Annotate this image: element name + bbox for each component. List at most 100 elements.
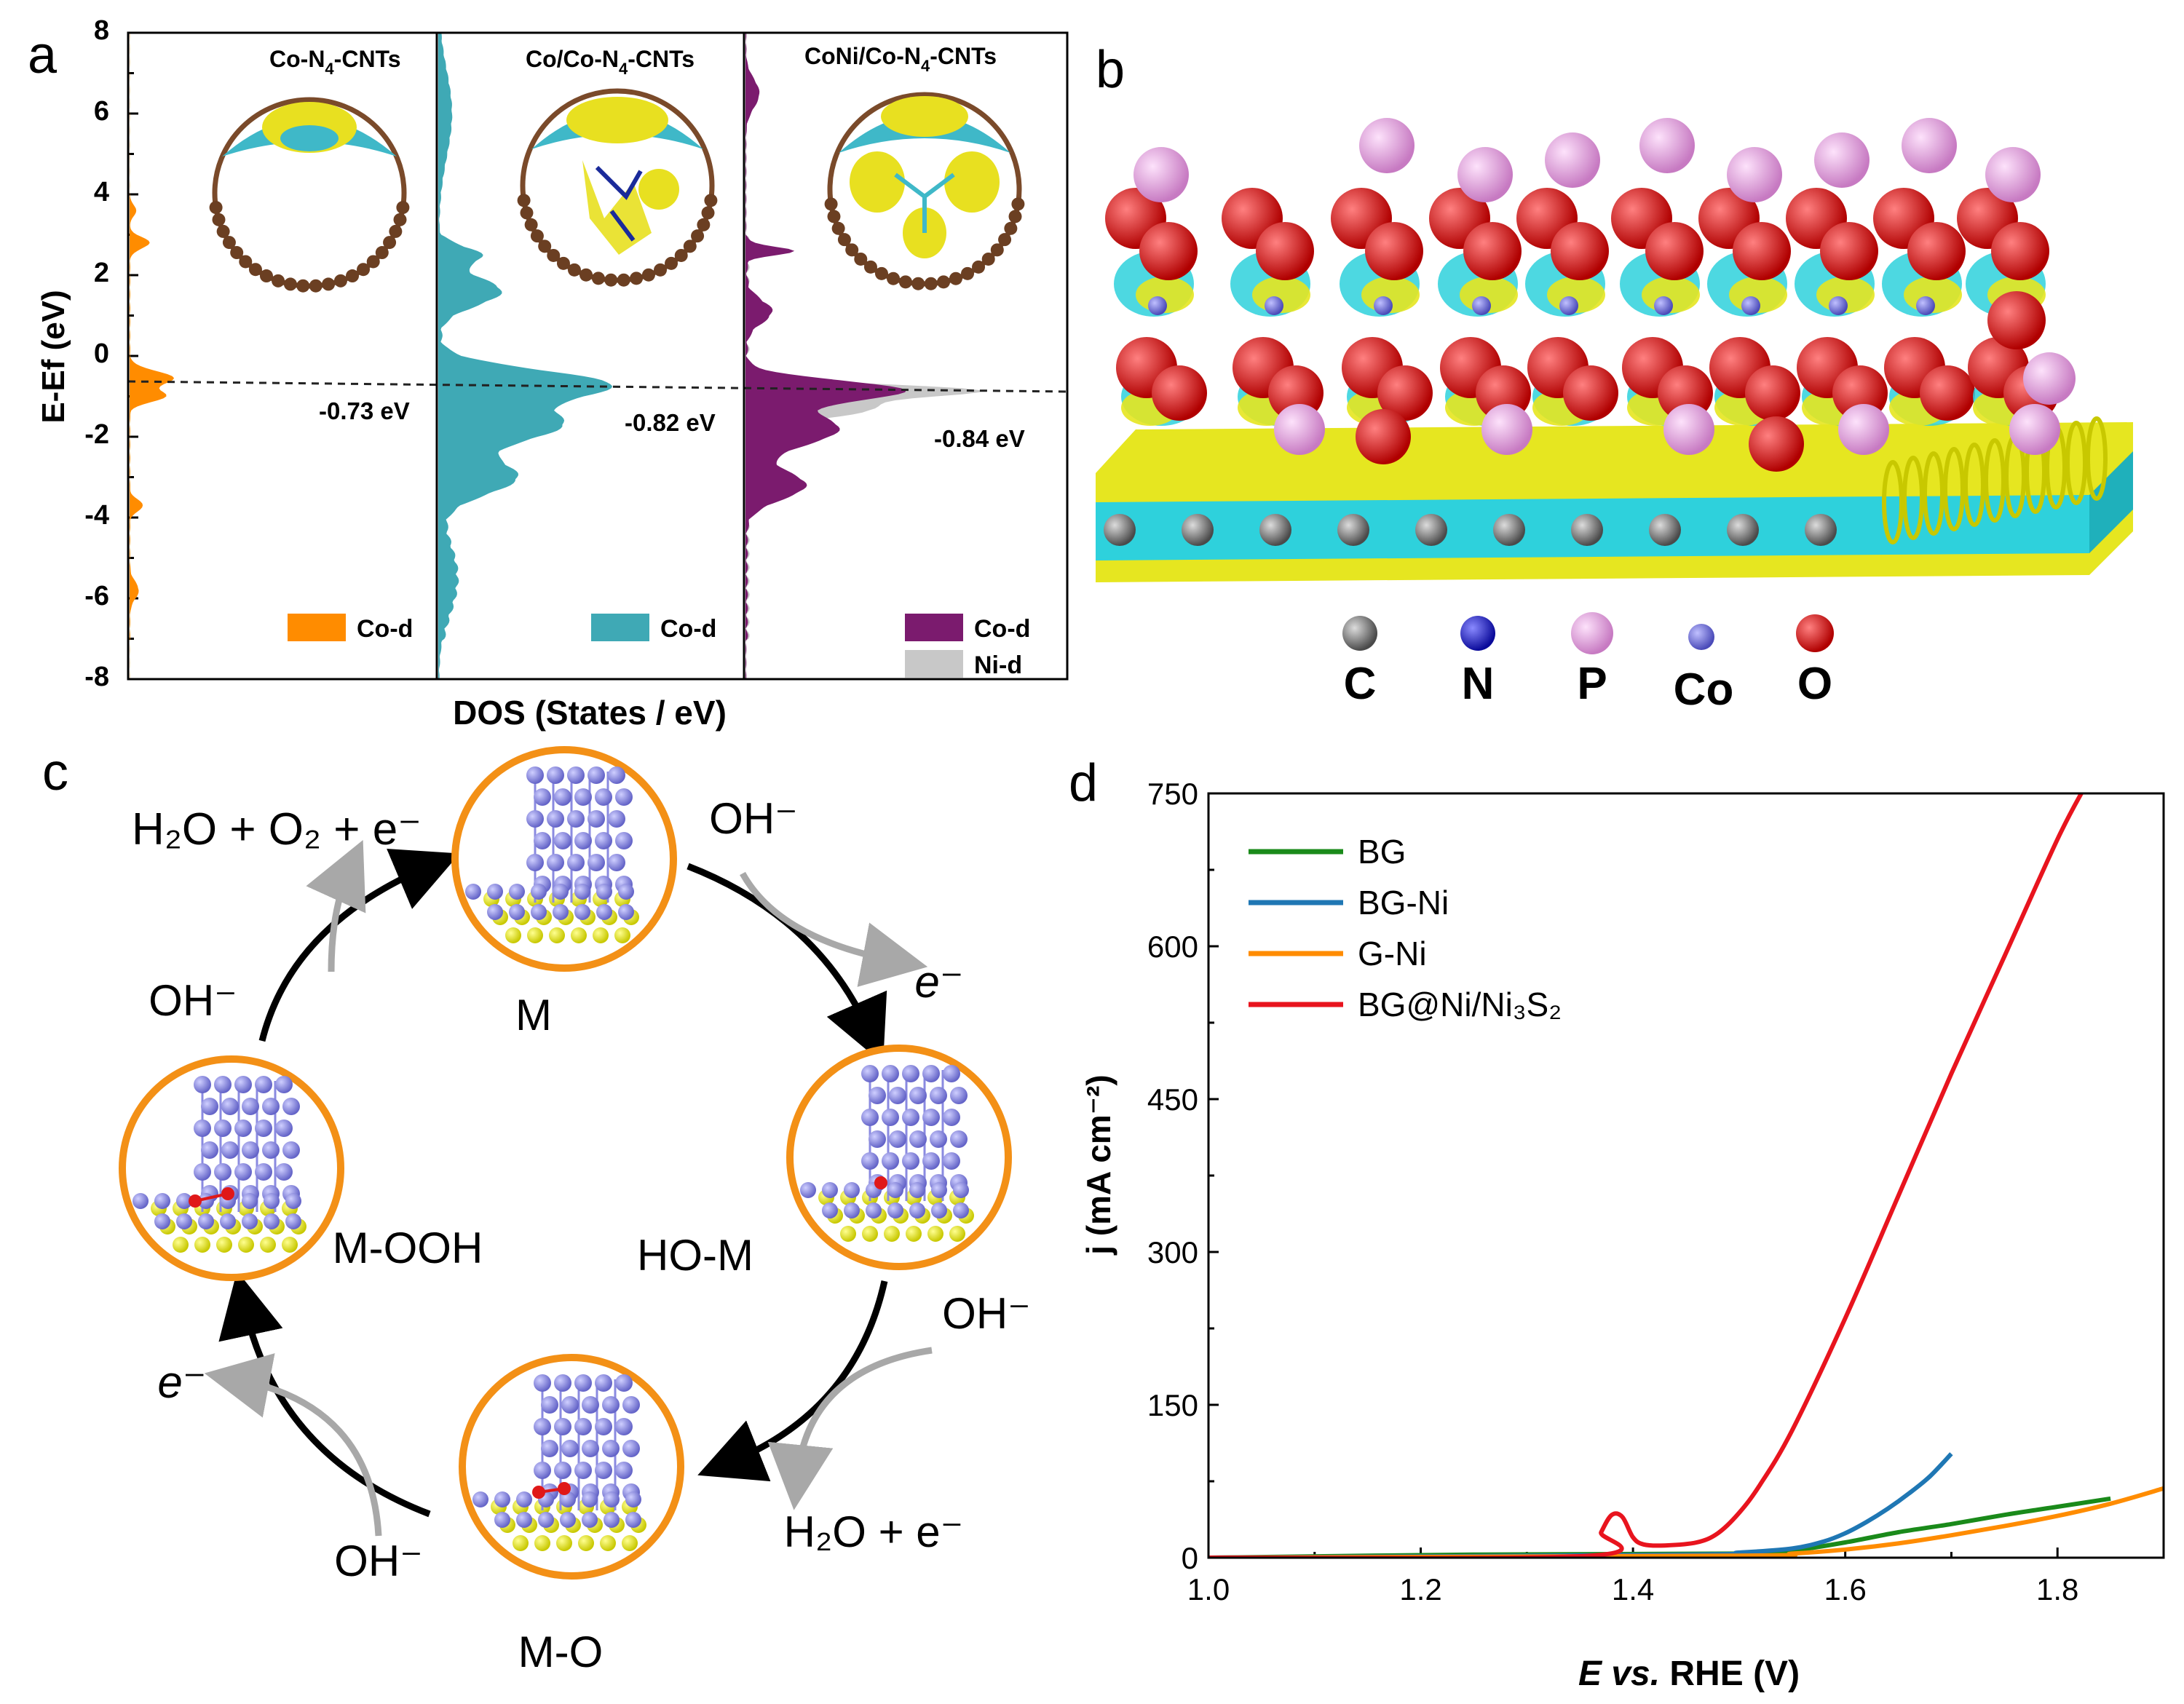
metal-atom <box>866 1202 882 1218</box>
cycle-arrow-left-to-top <box>258 849 460 1042</box>
panel-a-frame <box>127 31 1069 681</box>
slab-atom <box>1727 514 1759 546</box>
tube-atom <box>396 201 410 215</box>
metal-atom <box>531 904 547 920</box>
tube-atom <box>824 197 838 211</box>
metal-atom <box>194 1120 211 1137</box>
metal-atom <box>615 1462 633 1479</box>
legend-swatch <box>288 614 346 641</box>
metal-atom <box>487 884 503 900</box>
y-tick-label: 150 <box>1147 1388 1198 1422</box>
o-atom <box>1551 222 1609 280</box>
atom-label-n: N <box>1462 659 1495 709</box>
co-atom <box>1374 296 1393 315</box>
slab-atom <box>1571 514 1603 546</box>
metal-atom <box>595 1462 612 1479</box>
tube-atom <box>641 268 655 282</box>
o-atom <box>1820 222 1878 280</box>
atom-label-c: C <box>1344 659 1377 709</box>
intermediate-ho-m <box>786 1045 1012 1270</box>
slab-atom <box>1493 514 1525 546</box>
tube-atom <box>283 277 297 291</box>
atom-swatch-o <box>1796 614 1834 652</box>
metal-atom <box>264 1193 280 1209</box>
series-line-bg <box>1208 1496 2111 1558</box>
metal-atom <box>487 904 503 920</box>
tube-atom <box>665 256 678 270</box>
metal-atom <box>608 854 625 871</box>
o-atom <box>1356 409 1411 464</box>
o-atom <box>1907 222 1966 280</box>
sulfur-atom <box>260 1237 276 1253</box>
metal-atom <box>822 1182 838 1198</box>
atom-swatch-p <box>1571 612 1613 654</box>
metal-atom <box>242 1098 259 1115</box>
metal-atom <box>567 766 585 784</box>
tube-atom <box>366 255 380 269</box>
inset-co-n4-cnt <box>209 97 410 293</box>
metal-atom <box>285 1213 301 1229</box>
slab-structure-render <box>1096 118 2133 582</box>
species-oh-bottom-left: OH⁻ <box>334 1537 423 1585</box>
atom-swatch-co <box>1688 624 1714 650</box>
metal-atom <box>465 884 481 900</box>
metal-atom <box>553 904 569 920</box>
tube-atom <box>346 269 360 283</box>
metal-atom <box>221 1141 239 1159</box>
tube-atom <box>674 248 688 262</box>
series-line-bg-ni-ni-s- <box>1208 793 2084 1558</box>
metal-atom <box>574 904 590 920</box>
tube-atom <box>296 279 310 293</box>
metal-atom <box>214 1163 232 1181</box>
sulfur-atom <box>614 927 630 943</box>
metal-atom <box>587 854 605 871</box>
p-atom <box>1274 404 1325 455</box>
metal-atom <box>882 1152 899 1170</box>
metal-atom <box>618 904 634 920</box>
metal-atom <box>889 1087 906 1104</box>
species-h2o-o2-e-top: H₂O + O₂ + e⁻ <box>132 804 422 855</box>
tube-atom <box>1011 197 1025 211</box>
metal-atom <box>531 884 547 900</box>
p-atom <box>1359 118 1415 173</box>
metal-atom <box>541 1396 558 1414</box>
metal-atom <box>922 1065 940 1082</box>
state-label-m-o: M-O <box>518 1628 604 1676</box>
metal-atom <box>582 1440 599 1457</box>
panel-b: b C N P Co O <box>1096 41 2133 715</box>
metal-atom <box>861 1152 879 1170</box>
panel-label-b: b <box>1096 41 1125 99</box>
metal-atom <box>625 1512 641 1528</box>
metal-atom <box>534 1418 551 1435</box>
metal-atom <box>275 1076 293 1093</box>
metal-atom <box>214 1120 232 1137</box>
x-tick-label: 1.4 <box>1612 1572 1654 1606</box>
metal-atom <box>869 1130 886 1148</box>
legend-label: Co-d <box>357 615 413 643</box>
metal-atom <box>582 1491 598 1507</box>
y-tick-label: 600 <box>1147 930 1198 964</box>
tube-atom <box>937 275 951 289</box>
tube-atom <box>259 269 273 283</box>
panel-label-c: c <box>42 743 68 801</box>
chart-frame <box>1207 792 2165 1559</box>
o-atom <box>1749 416 1804 472</box>
p-atom <box>1663 404 1714 455</box>
metal-atom <box>567 810 585 828</box>
metal-atom <box>909 1130 927 1148</box>
metal-atom <box>526 766 544 784</box>
p-atom <box>1133 147 1189 202</box>
grey-arrow-out-top-left <box>306 840 366 972</box>
metal-atom <box>509 904 525 920</box>
metal-atom <box>615 1418 633 1435</box>
p-atom <box>1481 404 1532 455</box>
metal-atom <box>132 1193 149 1209</box>
inset-coni-co-n4-cnt <box>824 92 1025 290</box>
metal-atom <box>953 1182 969 1198</box>
atom-label-co: Co <box>1674 665 1734 715</box>
sulfur-atom <box>949 1226 965 1242</box>
metal-atom <box>574 1462 592 1479</box>
metal-atom <box>622 1440 640 1457</box>
metal-atom <box>194 1076 211 1093</box>
x-tick-label: 1.8 <box>2036 1572 2078 1606</box>
